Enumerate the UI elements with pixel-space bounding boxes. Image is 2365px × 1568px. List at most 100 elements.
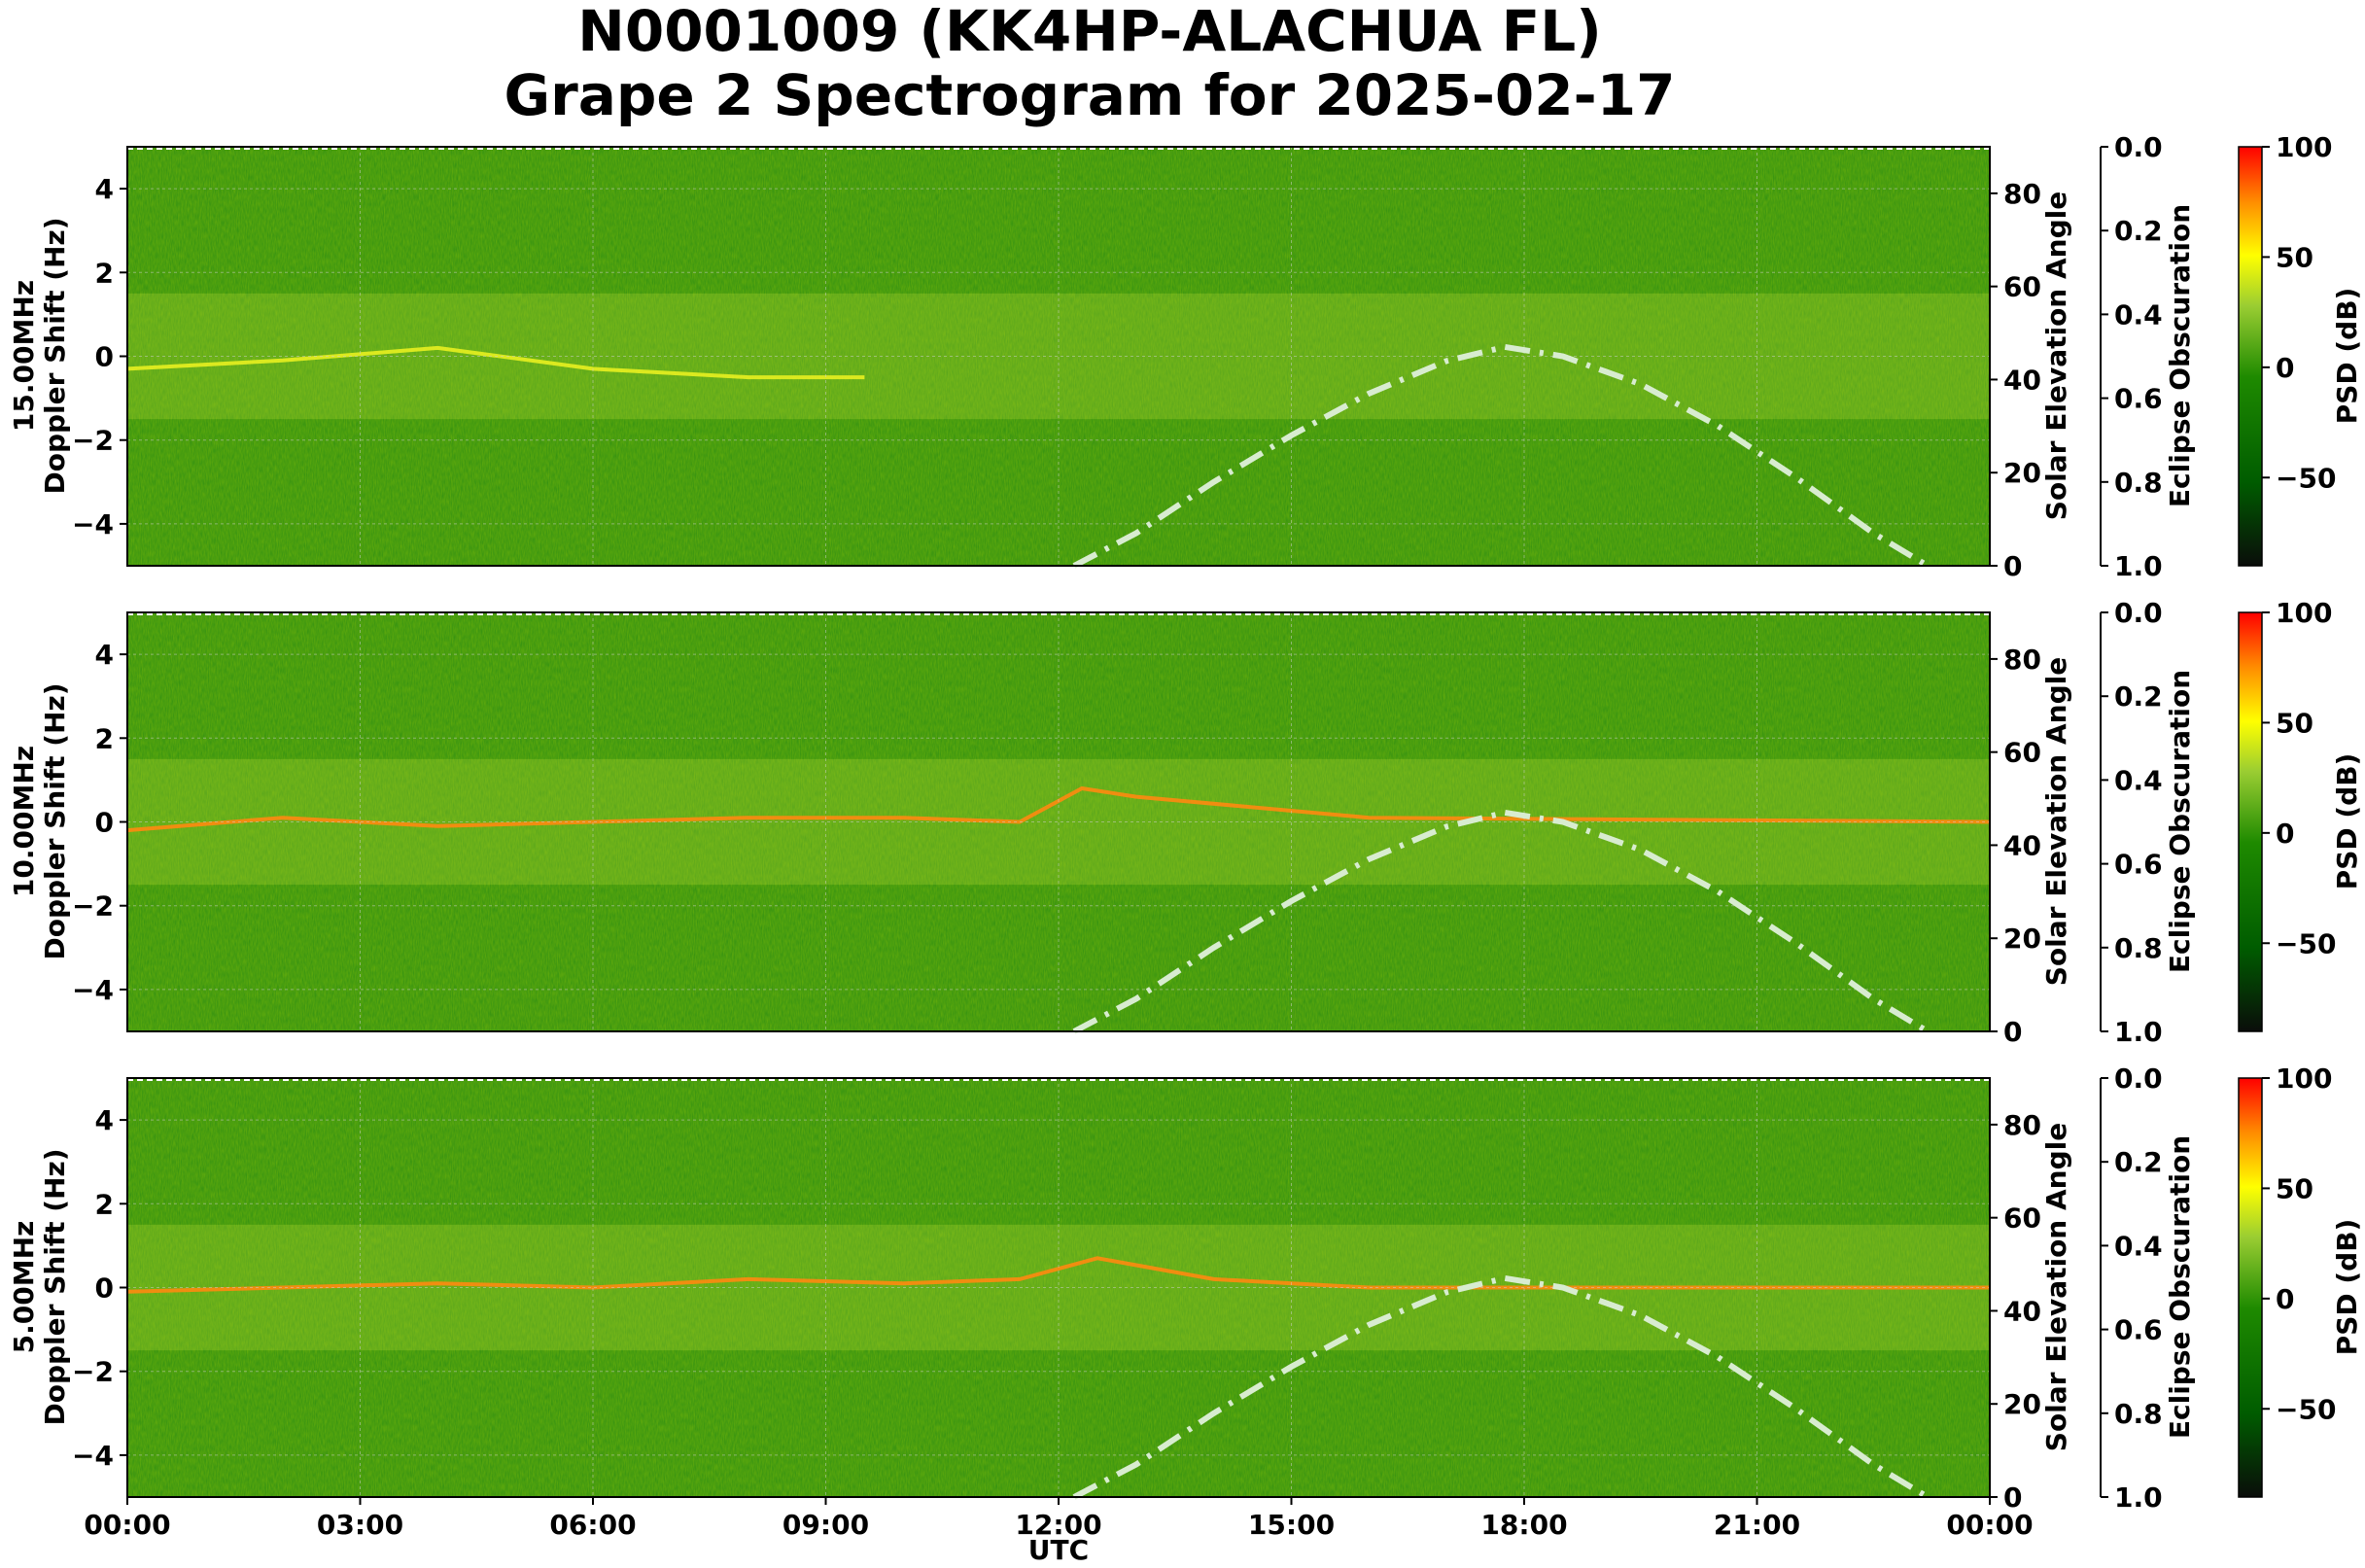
panel-frequency-label: 15.00MHz	[8, 280, 40, 432]
eclipse-tick-label: 0.6	[2114, 849, 2163, 881]
eclipse-tick-label: 0.0	[2114, 597, 2163, 629]
eclipse-tick-label: 0.8	[2114, 467, 2163, 499]
plot-frame	[126, 611, 1991, 1032]
eclipse-tick-label: 1.0	[2114, 1481, 2163, 1514]
x-tick-label: 12:00	[1015, 1509, 1101, 1541]
eclipse-tick-label: 0.6	[2114, 1314, 2163, 1346]
x-tick-label: 09:00	[783, 1509, 869, 1541]
y-tick-label: −4	[72, 1440, 114, 1472]
colorbar-tick-label: 0	[2276, 1283, 2294, 1315]
y-tick-label: 4	[95, 173, 114, 205]
y-tick-label: 2	[95, 722, 114, 754]
panel-marks: 420−2−48060402000.00.20.40.60.81.0100500…	[72, 131, 2336, 582]
colorbar	[2238, 146, 2263, 567]
y-tick-label: −4	[72, 974, 114, 1006]
eclipse-axis-label: Eclipse Obscuration	[2164, 204, 2196, 507]
colorbar-tick-label: 50	[2276, 241, 2313, 273]
ylabels: 15.00MHz Doppler Shift (Hz) Solar Elevat…	[8, 192, 2363, 520]
doppler-trace	[126, 1256, 1990, 1294]
eclipse-tick-label: 1.0	[2114, 550, 2163, 582]
y-tick-label: −4	[72, 508, 114, 540]
colorbar-tick-label: −50	[2276, 462, 2336, 494]
y-tick-label: 2	[95, 1188, 114, 1220]
solar-tick-label: 40	[2003, 1295, 2041, 1327]
ylabels: 10.00MHz Doppler Shift (Hz) Solar Elevat…	[8, 657, 2363, 986]
colorbar-label: PSD (dB)	[2331, 753, 2363, 890]
doppler-axis-label: Doppler Shift (Hz)	[39, 682, 71, 959]
eclipse-tick-label: 0.0	[2114, 131, 2163, 163]
solar-tick-label: 60	[2003, 1202, 2041, 1235]
eclipse-axis-label: Eclipse Obscuration	[2164, 670, 2196, 973]
colorbar-tick-label: −50	[2276, 1393, 2336, 1425]
y-tick-label: 2	[95, 257, 114, 289]
panel-frequency-label: 10.00MHz	[8, 746, 40, 897]
colorbar-label: PSD (dB)	[2331, 1219, 2363, 1356]
solar-tick-label: 60	[2003, 271, 2041, 303]
solar-elevation-curve	[1072, 1274, 1930, 1500]
solar-tick-label: 20	[2003, 1388, 2041, 1420]
solar-elevation-curve	[1072, 343, 1930, 569]
x-tick-label: 21:00	[1714, 1509, 1800, 1541]
solar-tick-label: 0	[2003, 1481, 2022, 1514]
eclipse-tick-label: 0.4	[2114, 298, 2163, 331]
y-tick-label: 0	[95, 807, 114, 839]
panel-frequency-label: 5.00MHz	[8, 1221, 40, 1354]
colorbar-tick-label: 100	[2276, 131, 2332, 163]
eclipse-axis-label: Eclipse Obscuration	[2164, 1135, 2196, 1439]
eclipse-tick-label: 0.2	[2114, 680, 2163, 713]
doppler-trace	[126, 785, 1991, 833]
solar-tick-label: 80	[2003, 178, 2041, 210]
chart-marks: 420−2−48060402000.00.20.40.60.81.0100500…	[72, 131, 2336, 1541]
solar-axis-label: Solar Elevation Angle	[2040, 192, 2072, 520]
eclipse-tick-label: 1.0	[2114, 1016, 2163, 1048]
colorbar-tick-label: 0	[2276, 818, 2294, 850]
colorbar-tick-label: 50	[2276, 707, 2313, 739]
doppler-axis-label: Doppler Shift (Hz)	[39, 1148, 71, 1425]
colorbar-label: PSD (dB)	[2331, 288, 2363, 425]
x-tick-label: 18:00	[1480, 1509, 1567, 1541]
y-tick-label: −2	[72, 425, 114, 457]
eclipse-tick-label: 0.0	[2114, 1063, 2163, 1095]
x-tick-label: 00:00	[1946, 1509, 2033, 1541]
solar-axis-label: Solar Elevation Angle	[2040, 1123, 2072, 1451]
y-tick-label: 4	[95, 1104, 114, 1136]
eclipse-tick-label: 0.6	[2114, 383, 2163, 415]
panel-marks: 420−2−48060402000.00.20.40.60.81.0100500…	[72, 597, 2336, 1048]
solar-tick-label: 40	[2003, 829, 2041, 861]
solar-tick-label: 80	[2003, 1109, 2041, 1141]
panel-marks: 420−2−48060402000.00.20.40.60.81.0100500…	[72, 1063, 2336, 1514]
eclipse-tick-label: 0.2	[2114, 215, 2163, 247]
doppler-trace	[126, 345, 865, 380]
ylabels: 5.00MHz Doppler Shift (Hz) Solar Elevati…	[8, 1123, 2363, 1451]
solar-tick-label: 20	[2003, 923, 2041, 955]
solar-axis-label: Solar Elevation Angle	[2040, 657, 2072, 986]
x-tick-label: 03:00	[317, 1509, 403, 1541]
title-line-2: Grape 2 Spectrogram for 2025-02-17	[504, 62, 1676, 128]
solar-tick-label: 0	[2003, 550, 2022, 582]
x-tick-label: 15:00	[1248, 1509, 1335, 1541]
x-axis-label: UTC	[1028, 1534, 1089, 1566]
colorbar	[2238, 1077, 2263, 1498]
solar-tick-label: 80	[2003, 644, 2041, 676]
y-tick-label: 0	[95, 1272, 114, 1305]
solar-tick-label: 40	[2003, 364, 2041, 396]
doppler-axis-label: Doppler Shift (Hz)	[39, 217, 71, 494]
eclipse-tick-label: 0.8	[2114, 932, 2163, 964]
colorbar-tick-label: 50	[2276, 1172, 2313, 1204]
y-tick-label: −2	[72, 1356, 114, 1388]
colorbar-tick-label: 100	[2276, 597, 2332, 629]
y-tick-label: 0	[95, 341, 114, 373]
solar-tick-label: 0	[2003, 1016, 2022, 1048]
solar-tick-label: 20	[2003, 457, 2041, 489]
colorbar	[2238, 611, 2263, 1032]
x-tick-label: 00:00	[84, 1509, 170, 1541]
eclipse-tick-label: 0.2	[2114, 1146, 2163, 1178]
eclipse-tick-label: 0.8	[2114, 1398, 2163, 1430]
plot-frame	[126, 146, 1991, 567]
colorbar-tick-label: 100	[2276, 1063, 2332, 1095]
eclipse-tick-label: 0.4	[2114, 1230, 2163, 1262]
title-line-1: N0001009 (KK4HP-ALACHUA FL)	[577, 0, 1601, 64]
x-tick-label: 06:00	[549, 1509, 636, 1541]
solar-tick-label: 60	[2003, 737, 2041, 769]
